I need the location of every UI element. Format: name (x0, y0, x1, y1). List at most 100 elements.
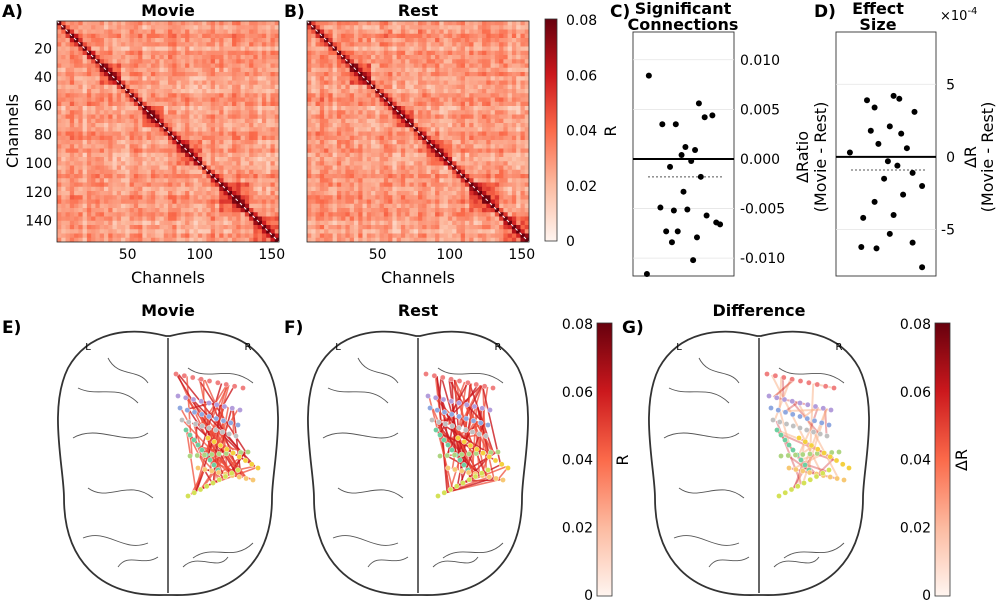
heatmap-cell (155, 165, 160, 171)
heatmap-cell (74, 208, 79, 213)
heatmap-cell (236, 191, 241, 196)
heatmap-cell (400, 33, 406, 39)
heatmap-cell (65, 46, 71, 52)
heatmap-cell (236, 178, 241, 183)
heatmap-cell (253, 118, 259, 124)
heatmap-cell (362, 21, 368, 26)
heatmap-cell (319, 186, 325, 192)
heatmap-cell (490, 89, 496, 94)
heatmap-cell (206, 25, 212, 30)
heatmap-cell (138, 123, 143, 128)
heatmap-cell (409, 203, 415, 209)
heatmap-cell (129, 46, 135, 52)
heatmap-cell (193, 118, 199, 124)
heatmap-cell (274, 216, 279, 222)
heatmap-cell (210, 63, 216, 69)
heatmap-cell (249, 93, 254, 98)
heatmap-cell (524, 178, 529, 183)
heatmap-cell (447, 76, 453, 81)
heatmap-cell (274, 29, 279, 35)
heatmap-cell (57, 106, 62, 111)
heatmap-cell (460, 50, 466, 56)
heatmap-cell (261, 80, 267, 86)
heatmap-cell (422, 118, 427, 124)
heatmap-cell (86, 220, 92, 226)
heatmap-cell (358, 97, 363, 103)
heatmap-cell (253, 169, 259, 175)
heatmap-cell (379, 165, 385, 171)
heatmap-cell (383, 174, 389, 179)
heatmap-cell (202, 199, 207, 205)
heatmap-cell (65, 225, 71, 230)
heatmap-cell (520, 29, 526, 35)
heatmap-cell (345, 97, 351, 103)
heatmap-cell (103, 59, 109, 64)
heatmap-cell (443, 178, 449, 183)
heatmap-cell (121, 76, 126, 81)
heatmap-cell (366, 195, 372, 200)
heatmap-cell (477, 191, 483, 196)
heatmap-cell (336, 80, 342, 86)
heatmap-cell (236, 25, 241, 30)
heatmap-cell (163, 208, 169, 213)
heatmap-cell (125, 93, 130, 98)
heatmap-cell (486, 97, 491, 103)
heatmap-cell (57, 135, 62, 141)
heatmap-cell (311, 106, 316, 111)
heatmap-cell (366, 46, 372, 52)
heatmap-cell (315, 110, 321, 115)
heatmap-cell (108, 174, 113, 179)
heatmap-cell (91, 93, 96, 98)
heatmap-cell (435, 123, 440, 128)
heatmap-cell (266, 89, 271, 94)
heatmap-cell (353, 203, 359, 209)
heatmap-cell (61, 152, 66, 158)
heatmap-cell (494, 165, 500, 171)
heatmap-cell (168, 25, 173, 30)
heatmap-cell (159, 152, 165, 158)
heatmap-cell (430, 186, 436, 192)
heatmap-cell (121, 21, 126, 26)
heatmap-cell (396, 127, 402, 132)
heatmap-cell (261, 21, 267, 26)
heatmap-cell (142, 169, 148, 175)
heatmap-cell (430, 89, 436, 94)
heatmap-cell (236, 76, 241, 81)
heatmap-cell (362, 50, 368, 56)
heatmap-cell (61, 148, 66, 154)
heatmap-cell (146, 118, 152, 124)
heatmap-cell (400, 42, 406, 47)
heatmap-cell (202, 157, 207, 162)
heatmap-cell (473, 42, 479, 47)
heatmap-ytick-label: 80 (34, 127, 52, 143)
heatmap-cell (116, 25, 122, 30)
heatmap-cell (482, 84, 487, 90)
heatmap-cell (315, 50, 321, 56)
heatmap-cell (78, 152, 84, 158)
heatmap-cell (108, 63, 113, 69)
heatmap-cell (452, 29, 457, 35)
heatmap-cell (452, 101, 457, 107)
heatmap-cell (274, 237, 279, 242)
heatmap-cell (116, 80, 122, 86)
heatmap-cell (168, 182, 173, 188)
heatmap-cell (91, 174, 96, 179)
heatmap-cell (270, 29, 276, 35)
heatmap-cell (65, 110, 71, 115)
heatmap-cell (138, 101, 143, 107)
heatmap-cell (332, 101, 338, 107)
heatmap-cell (214, 140, 220, 145)
heatmap-cell (99, 101, 105, 107)
heatmap-cell (185, 144, 190, 149)
heatmap-cell (315, 93, 321, 98)
heatmap-cell (477, 97, 483, 103)
heatmap-cell (219, 165, 224, 171)
heatmap-cell (307, 50, 312, 56)
heatmap-cell (422, 165, 427, 171)
heatmap-cell (358, 29, 363, 35)
heatmap-cell (159, 50, 165, 56)
heatmap-cell (520, 127, 526, 132)
heatmap-cell (57, 212, 62, 217)
heatmap-cell (223, 46, 229, 52)
heatmap-cell (116, 89, 122, 94)
